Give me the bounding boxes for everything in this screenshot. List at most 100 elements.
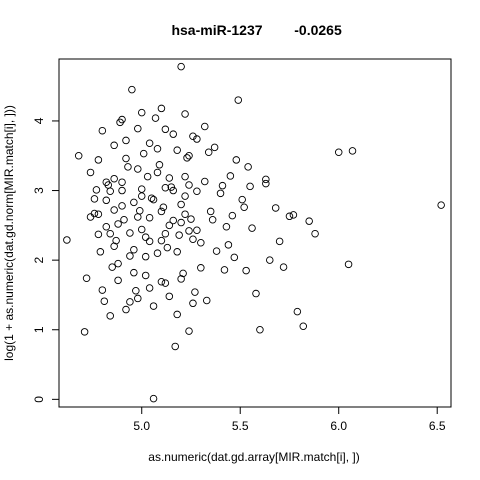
data-point [90,195,99,203]
data-point [153,145,162,153]
data-point [122,136,130,145]
data-point [147,194,156,202]
data-point [189,235,197,244]
plot-box [58,58,452,408]
data-point [161,279,170,287]
data-point [112,236,120,245]
data-point [208,216,217,224]
data-point [110,206,118,214]
data-point [153,168,162,177]
data-point [106,312,114,320]
data-points [63,62,445,403]
data-point [202,296,211,305]
data-point [252,289,260,298]
data-point [238,195,246,204]
data-point [157,277,166,286]
data-point [145,213,154,222]
data-point [98,286,107,294]
data-point [149,302,158,310]
x-tick-label: 5.0 [133,419,150,433]
data-point [118,186,126,195]
data-point [108,263,116,271]
data-point [94,156,103,164]
data-point [161,125,170,134]
data-point [175,231,183,239]
data-point [169,130,178,138]
data-point [122,305,130,314]
data-point [197,238,205,247]
y-tick-label: 1 [32,326,46,333]
data-point [149,394,158,403]
data-point [262,175,270,184]
data-point [86,213,95,221]
data-point [132,287,140,295]
data-point [130,245,138,254]
data-point [173,310,181,319]
data-point [94,210,103,218]
data-point [130,198,138,207]
chart-title-gene: hsa-miR-1237 [171,22,262,38]
y-axis: 0 1 2 3 4 [32,117,60,403]
data-point [98,126,107,135]
y-tick-label: 4 [32,117,46,124]
data-point [102,196,111,205]
data-point [177,200,185,209]
data-point [110,141,118,150]
data-point [234,96,243,104]
data-point [114,259,122,268]
data-point [145,237,154,246]
data-point [90,209,99,218]
data-point [216,189,225,198]
data-point [181,210,189,218]
data-point [137,225,146,234]
data-point [189,132,197,141]
data-point [177,275,185,283]
data-point [130,268,138,277]
data-point [137,108,146,117]
x-axis-label: as.numeric(dat.gd.array[MIR.match[i], ]) [148,450,359,464]
data-point [187,215,195,223]
data-point [82,274,91,282]
data-point [118,115,126,124]
data-point [163,243,172,252]
y-tick-label: 0 [32,396,46,403]
data-point [193,135,201,143]
data-point [226,172,235,180]
data-point [197,264,205,272]
data-point [134,213,142,221]
data-point [173,248,181,256]
data-point [222,222,231,231]
data-point [149,195,158,204]
data-point [275,237,284,246]
data-point [94,230,103,239]
data-point [74,151,83,160]
data-point [248,224,256,232]
data-point [114,276,122,285]
data-point [179,269,187,278]
data-point [151,114,160,122]
data-point [63,236,71,244]
data-point [305,217,313,225]
data-point [165,174,174,182]
data-point [165,292,174,301]
data-point [289,211,298,219]
data-point [96,248,105,256]
chart-title-correlation: -0.0265 [294,22,342,38]
data-point [228,211,237,220]
data-point [120,216,128,224]
data-point [137,185,146,193]
data-point [157,104,166,113]
data-point [334,148,343,157]
data-point [169,216,178,225]
data-point [157,207,166,216]
data-point [80,328,89,336]
data-point [100,297,109,305]
x-tick-label: 6.5 [429,419,446,433]
data-point [124,163,132,171]
data-point [122,154,130,163]
data-point [102,222,111,231]
data-point [193,226,201,234]
data-point [126,252,134,260]
data-point [165,221,174,230]
y-tick-label: 3 [32,187,46,194]
